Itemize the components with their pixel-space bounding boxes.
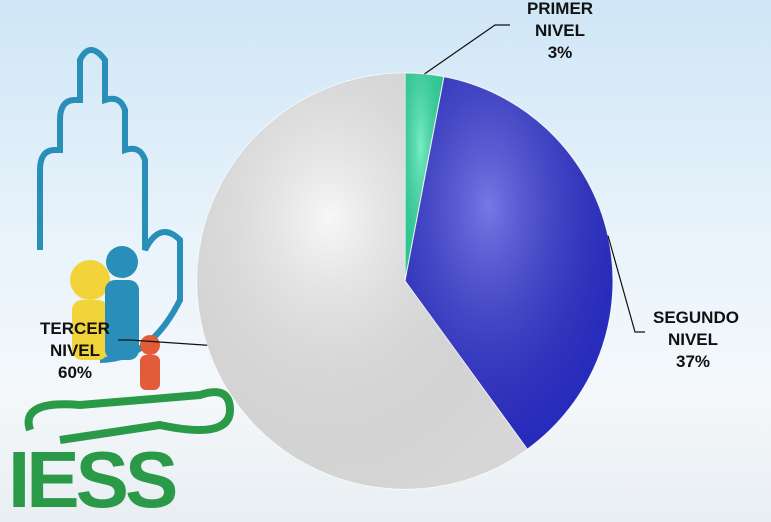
value-label: 37% — [628, 351, 758, 373]
logo-text: IESS — [8, 440, 174, 520]
value-label: 60% — [20, 362, 130, 384]
leader-line — [425, 25, 510, 74]
value-label: 3% — [505, 42, 615, 64]
category-label: TERCER NIVEL — [35, 318, 115, 362]
category-label: SEGUNDO NIVEL — [653, 307, 733, 351]
category-label: PRIMER NIVEL — [520, 0, 600, 42]
slide: IESS PRIMER NIVEL3% SEGUNDO NIVEL37% TERCE… — [0, 0, 771, 522]
